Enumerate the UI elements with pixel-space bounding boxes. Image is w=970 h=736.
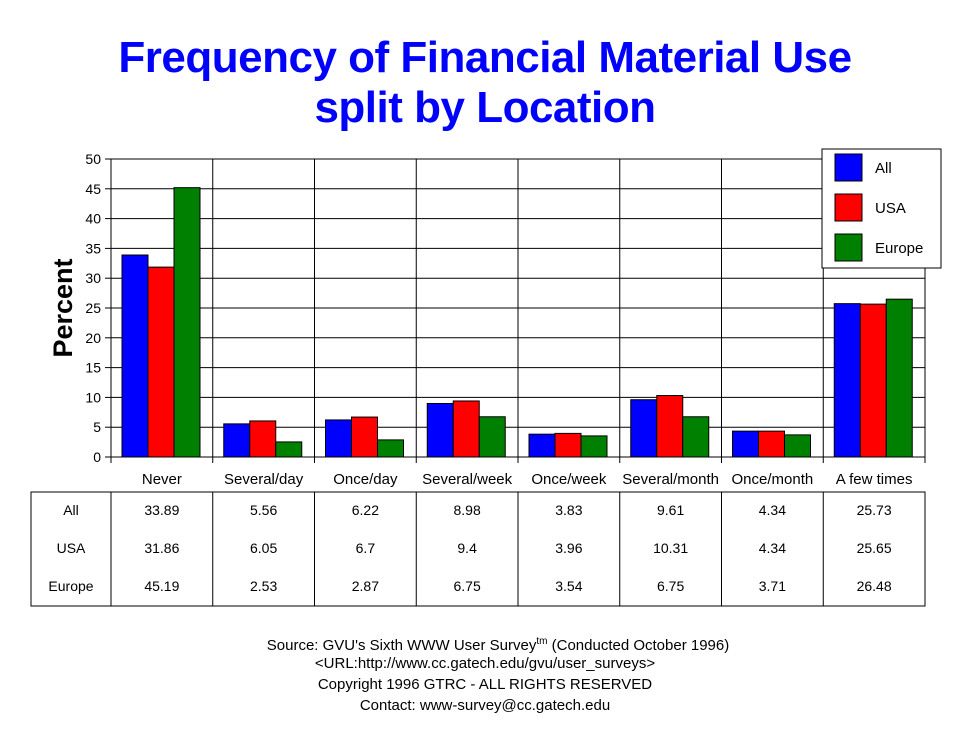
table-cell: 6.75: [454, 578, 481, 594]
table-cell: 31.86: [144, 540, 179, 556]
table-cell: 3.54: [555, 578, 582, 594]
y-tick-label: 30: [85, 270, 101, 286]
bar-usa-4: [554, 432, 582, 458]
table-cell: 26.48: [857, 578, 892, 594]
table-cell: 5.56: [250, 502, 277, 518]
legend-label-usa: USA: [875, 200, 906, 217]
table-cell: 2.53: [250, 578, 277, 594]
bar-all-0: [121, 254, 149, 458]
source-note: Source: GVU's Sixth WWW User Surveytm (C…: [13, 636, 970, 654]
y-tick-label: 25: [85, 300, 101, 316]
y-tick-label: 50: [85, 151, 101, 167]
x-category-label: Several/day: [224, 471, 304, 488]
table-row-label: All: [63, 502, 79, 518]
bar-europe-5: [682, 416, 710, 458]
x-category-label: Once/month: [732, 471, 814, 488]
legend-label-europe: Europe: [875, 240, 923, 257]
legend-swatch-europe: [834, 233, 863, 262]
bar-all-4: [528, 433, 556, 458]
table-cell: 4.34: [759, 502, 786, 518]
bar-usa-1: [249, 420, 277, 458]
y-tick-label: 45: [85, 181, 101, 197]
bar-all-5: [630, 399, 658, 458]
bar-all-1: [223, 423, 251, 458]
bar-europe-2: [377, 439, 404, 458]
table-cell: 6.75: [657, 578, 684, 594]
bar-usa-2: [351, 416, 378, 458]
table-row-label: USA: [57, 540, 86, 556]
x-category-label: Never: [142, 471, 182, 488]
source-prefix: Source: GVU's Sixth WWW User Survey: [266, 637, 537, 654]
bar-usa-5: [656, 395, 684, 458]
legend-swatch-usa: [834, 193, 863, 222]
bar-usa-6: [758, 430, 785, 458]
source-url: <URL:http://www.cc.gatech.edu/gvu/user_s…: [314, 655, 656, 672]
x-category-label: Once/week: [531, 471, 607, 488]
contact-note: Contact: www-survey@cc.gatech.edu: [359, 697, 611, 714]
table-cell: 9.4: [457, 540, 477, 556]
bar-usa-3: [452, 400, 480, 458]
y-tick-label: 15: [85, 360, 101, 376]
chart-title-line-2: split by Location: [314, 83, 656, 132]
bar-europe-6: [784, 434, 811, 458]
bar-europe-0: [173, 187, 201, 458]
table-cell: 2.87: [352, 578, 379, 594]
table-cell: 25.65: [857, 540, 892, 556]
table-cell: 33.89: [144, 502, 179, 518]
y-axis-label: Percent: [48, 258, 78, 357]
copyright-note: Copyright 1996 GTRC - ALL RIGHTS RESERVE…: [317, 676, 653, 693]
bar-europe-4: [580, 435, 608, 458]
trademark-sup: tm: [536, 636, 548, 647]
y-tick-label: 5: [93, 419, 101, 435]
legend-label-all: All: [875, 160, 892, 177]
y-tick-label: 20: [85, 330, 101, 346]
table-cell: 3.71: [759, 578, 786, 594]
bar-all-6: [732, 430, 759, 458]
bar-all-2: [325, 419, 352, 458]
table-cell: 9.61: [657, 502, 684, 518]
y-tick-label: 10: [85, 389, 101, 405]
bar-europe-7: [885, 298, 913, 458]
table-cell: 4.34: [759, 540, 786, 556]
x-category-label: A few times: [836, 471, 913, 488]
table-cell: 10.31: [653, 540, 688, 556]
table-cell: 6.22: [352, 502, 379, 518]
bar-all-3: [426, 402, 454, 458]
y-tick-label: 40: [85, 211, 101, 227]
table-cell: 45.19: [144, 578, 179, 594]
bar-all-7: [833, 303, 861, 458]
bar-usa-0: [147, 266, 175, 458]
bar-europe-1: [275, 441, 303, 458]
table-cell: 8.98: [454, 502, 481, 518]
legend-swatch-all: [834, 153, 863, 182]
table-cell: 3.83: [555, 502, 582, 518]
y-tick-label: 35: [85, 240, 101, 256]
bar-europe-3: [478, 416, 506, 458]
x-category-label: Once/day: [333, 471, 398, 488]
source-suffix: (Conducted October 1996): [547, 637, 730, 654]
table-cell: 25.73: [857, 502, 892, 518]
table-cell: 6.7: [356, 540, 376, 556]
table-cell: 6.05: [250, 540, 277, 556]
x-category-label: Several/week: [422, 471, 513, 488]
x-category-label: Several/month: [622, 471, 719, 488]
table-cell: 3.96: [555, 540, 582, 556]
chart-title-line-1: Frequency of Financial Material Use: [118, 33, 852, 82]
y-tick-label: 0: [93, 449, 101, 465]
bar-usa-7: [859, 303, 887, 458]
table-row-label: Europe: [48, 578, 93, 594]
